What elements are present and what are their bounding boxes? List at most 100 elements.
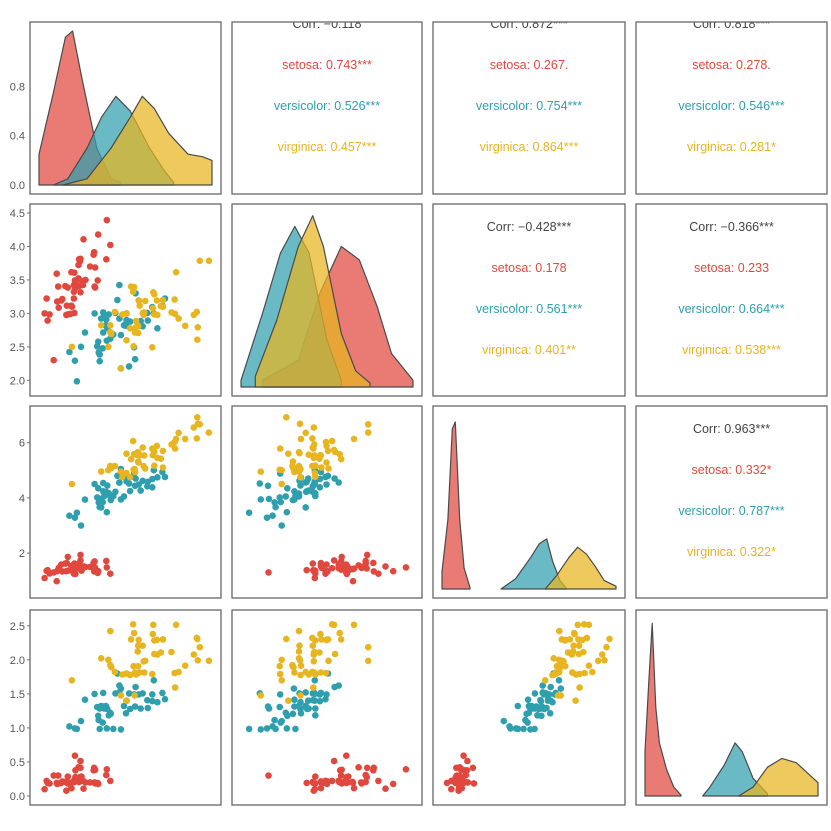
point-setosa — [335, 778, 343, 786]
corr-setosa-2-3: setosa: 0.332* — [692, 463, 772, 477]
point-setosa — [75, 261, 82, 269]
point-versicolor — [139, 690, 146, 697]
point-setosa — [55, 304, 62, 312]
point-versicolor — [295, 702, 303, 710]
point-versicolor — [100, 311, 108, 318]
panel-border-1-1 — [231, 203, 423, 397]
point-setosa — [357, 779, 365, 786]
point-virginica — [309, 435, 316, 442]
point-virginica — [350, 621, 358, 629]
point-versicolor — [544, 697, 552, 704]
point-versicolor — [149, 484, 156, 491]
point-versicolor — [77, 717, 85, 725]
point-setosa — [370, 764, 378, 772]
point-setosa — [63, 302, 71, 310]
point-versicolor — [122, 710, 130, 717]
point-versicolor — [73, 509, 81, 516]
point-setosa — [107, 570, 114, 577]
panel-0-0 — [38, 30, 213, 186]
point-versicolor — [126, 705, 134, 713]
point-virginica — [159, 636, 167, 643]
point-setosa — [349, 577, 357, 585]
point-versicolor — [295, 490, 303, 497]
point-versicolor — [120, 702, 128, 710]
point-versicolor — [161, 695, 169, 703]
point-versicolor — [94, 712, 102, 720]
point-virginica — [601, 657, 608, 664]
point-versicolor — [289, 496, 297, 504]
point-versicolor — [103, 725, 111, 732]
point-versicolor — [93, 494, 101, 501]
point-virginica — [150, 446, 157, 454]
point-virginica — [598, 651, 606, 658]
point-setosa — [375, 777, 382, 785]
point-versicolor — [311, 677, 319, 684]
point-virginica — [574, 621, 582, 629]
point-virginica — [585, 621, 593, 629]
point-virginica — [585, 662, 593, 669]
point-setosa — [330, 557, 338, 564]
point-setosa — [70, 777, 78, 785]
panel-1-1 — [240, 215, 414, 388]
point-setosa — [338, 766, 346, 774]
point-virginica — [194, 420, 202, 428]
panel-border-0-3 — [635, 21, 828, 195]
point-virginica — [283, 635, 290, 643]
point-setosa — [72, 570, 79, 578]
point-versicolor — [539, 682, 546, 689]
point-setosa — [80, 785, 87, 792]
point-setosa — [464, 757, 471, 765]
point-setosa — [64, 311, 72, 318]
point-virginica — [296, 657, 304, 664]
point-setosa — [68, 784, 75, 792]
point-setosa — [72, 767, 79, 774]
point-setosa — [44, 317, 51, 324]
point-virginica — [111, 668, 119, 676]
ytick-petal-width-0.5: 0.5 — [10, 757, 25, 769]
corr-virginica-1-3: virginica: 0.538*** — [682, 343, 781, 357]
corr-setosa-0-2: setosa: 0.267. — [490, 58, 569, 72]
corr-overall-0-2: Corr: 0.872*** — [490, 17, 567, 31]
point-virginica — [603, 643, 610, 651]
point-virginica — [171, 684, 179, 691]
point-versicolor — [500, 717, 508, 725]
point-virginica — [580, 621, 588, 628]
point-setosa — [75, 255, 83, 263]
point-setosa — [328, 777, 336, 785]
point-setosa — [68, 268, 75, 276]
point-versicolor — [269, 512, 276, 519]
point-versicolor — [524, 696, 532, 703]
point-setosa — [63, 559, 71, 567]
point-virginica — [123, 697, 130, 704]
point-virginica — [323, 459, 330, 466]
point-virginica — [606, 635, 613, 643]
point-setosa — [350, 565, 358, 572]
point-versicolor — [520, 725, 527, 733]
point-versicolor — [149, 475, 156, 483]
point-versicolor — [126, 318, 134, 325]
corr-virginica-2-3: virginica: 0.322* — [687, 545, 776, 559]
point-versicolor — [77, 522, 85, 529]
point-virginica — [190, 651, 198, 658]
point-virginica — [337, 636, 345, 643]
point-versicolor — [323, 481, 330, 488]
point-versicolor — [105, 712, 113, 719]
point-virginica — [328, 437, 336, 445]
point-virginica — [193, 435, 201, 442]
point-setosa — [53, 577, 60, 585]
point-versicolor — [507, 725, 514, 732]
point-setosa — [64, 284, 72, 291]
point-virginica — [129, 621, 137, 628]
point-virginica — [97, 468, 105, 475]
point-versicolor — [283, 725, 291, 732]
point-virginica — [350, 435, 358, 443]
point-versicolor — [311, 697, 319, 704]
point-virginica — [130, 450, 138, 458]
point-setosa — [71, 752, 79, 759]
point-versicolor — [557, 685, 565, 692]
point-virginica — [151, 462, 158, 470]
point-versicolor — [96, 357, 103, 365]
ytick-petal-length-6: 6 — [19, 438, 25, 450]
point-versicolor — [94, 485, 102, 492]
